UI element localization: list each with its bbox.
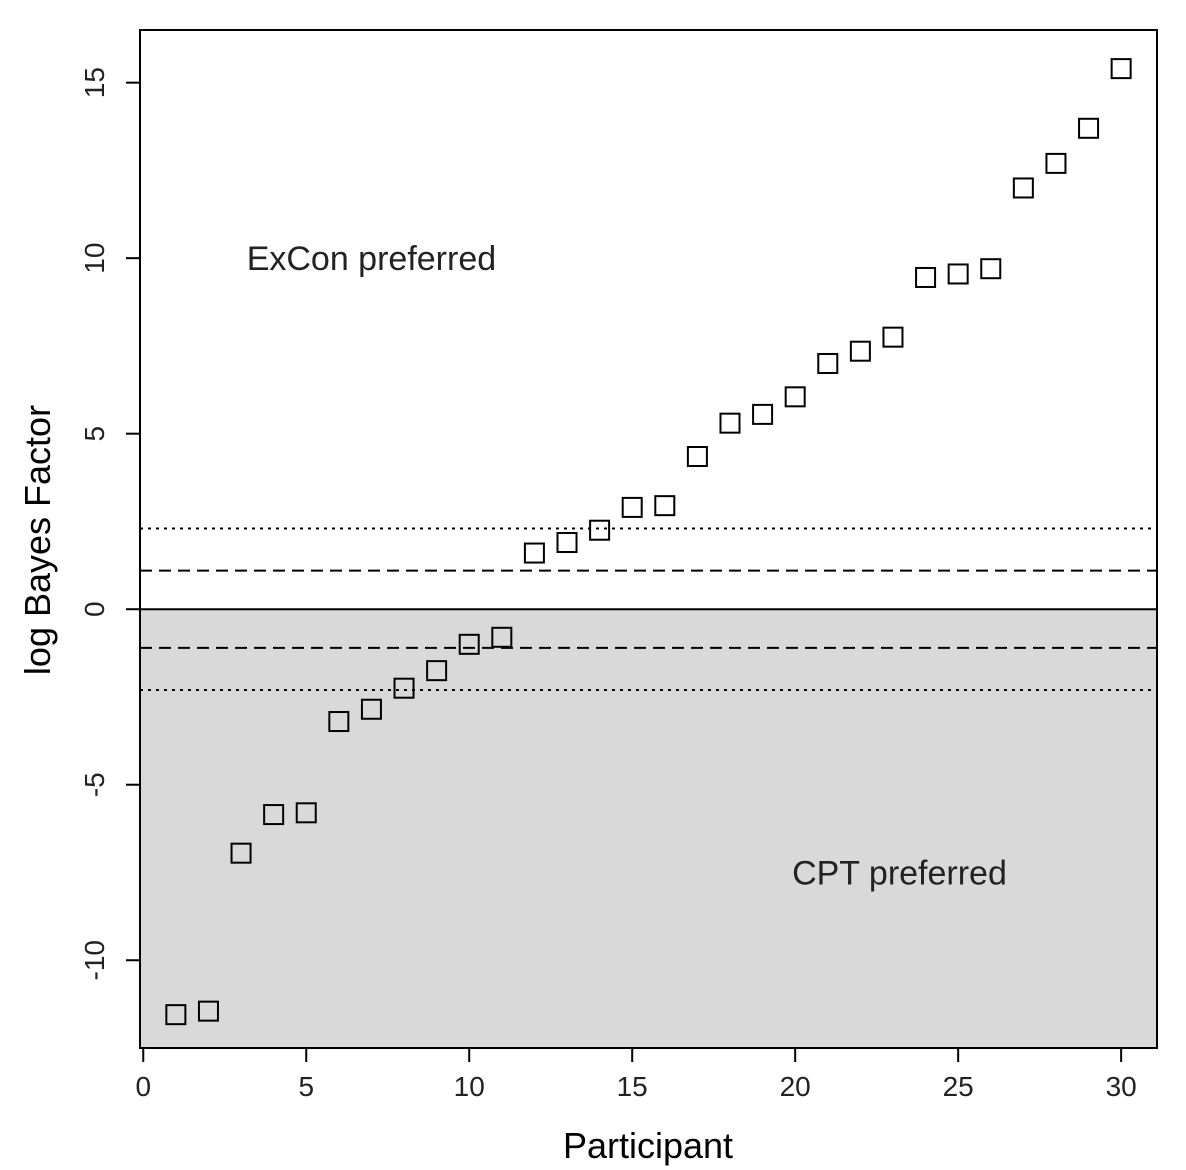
x-axis-title: Participant xyxy=(563,1125,733,1166)
y-tick-label: -5 xyxy=(79,772,110,797)
data-point xyxy=(556,532,578,554)
data-point xyxy=(621,496,643,518)
data-point xyxy=(1078,117,1100,139)
data-point xyxy=(1045,152,1067,174)
data-point xyxy=(165,1004,187,1026)
data-point xyxy=(915,266,937,288)
data-point xyxy=(1110,58,1132,80)
x-tick-label: 15 xyxy=(617,1071,648,1102)
data-point xyxy=(230,842,252,864)
y-axis-title: log Bayes Factor xyxy=(17,405,58,675)
data-point xyxy=(882,326,904,348)
y-tick-label: 0 xyxy=(79,601,110,617)
region-annotation: CPT preferred xyxy=(792,854,1007,892)
data-point xyxy=(589,519,611,541)
data-point xyxy=(654,495,676,517)
data-point xyxy=(295,802,317,824)
x-tick-label: 10 xyxy=(454,1071,485,1102)
data-point xyxy=(1012,177,1034,199)
data-point xyxy=(980,258,1002,280)
cpt-preferred-shaded-region xyxy=(140,609,1157,1048)
y-tick-label: 5 xyxy=(79,426,110,442)
data-points xyxy=(165,58,1132,1026)
data-point xyxy=(328,711,350,733)
annotations: ExCon preferred CPT preferred xyxy=(247,240,1007,892)
y-tick-label: 10 xyxy=(79,243,110,274)
data-point xyxy=(817,352,839,374)
data-point xyxy=(263,804,285,826)
data-point xyxy=(784,386,806,408)
data-point xyxy=(393,677,415,699)
data-point xyxy=(197,1000,219,1022)
data-point xyxy=(523,542,545,564)
data-point xyxy=(686,446,708,468)
y-tick-label: 15 xyxy=(79,67,110,98)
reference-lines xyxy=(140,527,1157,691)
x-tick-label: 25 xyxy=(943,1071,974,1102)
data-point xyxy=(426,660,448,682)
data-point xyxy=(458,633,480,655)
x-tick-label: 20 xyxy=(780,1071,811,1102)
data-point xyxy=(849,340,871,362)
x-tick-label: 30 xyxy=(1106,1071,1137,1102)
data-point xyxy=(491,626,513,648)
x-tick-label: 0 xyxy=(135,1071,151,1102)
region-annotation: ExCon preferred xyxy=(247,240,496,278)
data-point xyxy=(360,698,382,720)
data-point xyxy=(719,412,741,434)
y-tick-label: -10 xyxy=(79,940,110,980)
data-point xyxy=(947,263,969,285)
x-tick-label: 5 xyxy=(298,1071,314,1102)
x-axis: 0 5 10 15 20 25 30 xyxy=(135,1047,1137,1102)
data-point xyxy=(752,403,774,425)
y-axis: -10 -5 0 5 10 15 xyxy=(79,67,141,980)
